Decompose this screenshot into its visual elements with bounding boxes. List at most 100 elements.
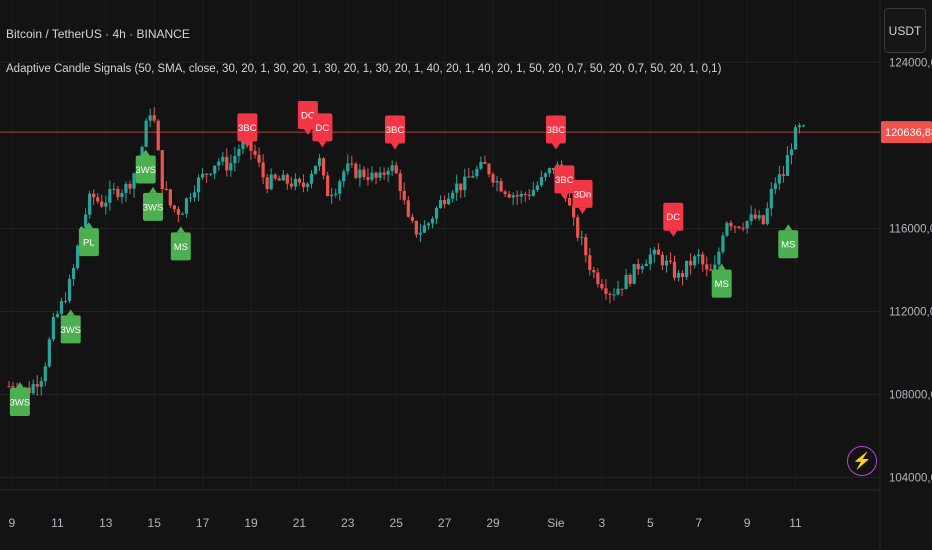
candle <box>43 366 47 382</box>
sell-signal-label <box>312 113 333 142</box>
x-tick-label: 19 <box>244 516 258 530</box>
candle <box>156 120 160 151</box>
candle <box>733 226 737 228</box>
candle <box>721 235 725 252</box>
candle <box>414 220 418 235</box>
candle <box>128 183 132 189</box>
candle <box>592 270 596 273</box>
candle <box>172 205 176 210</box>
x-tick-label: 21 <box>293 516 307 530</box>
candle <box>713 264 717 271</box>
candle <box>608 293 612 295</box>
candle <box>745 220 749 229</box>
sell-signal-label <box>384 115 405 144</box>
candle <box>301 182 306 187</box>
candle <box>160 150 164 189</box>
candle <box>265 177 269 189</box>
buy-signal-label <box>78 228 99 257</box>
candle <box>184 198 189 214</box>
signal-text: 3BC <box>386 125 405 136</box>
buy-signal-label <box>142 192 163 221</box>
candle <box>652 249 656 255</box>
candle <box>297 178 301 183</box>
x-tick-label: 11 <box>51 516 64 530</box>
candle <box>402 191 406 201</box>
candle <box>132 173 136 189</box>
candle <box>527 194 531 196</box>
candle <box>217 161 221 166</box>
candle <box>422 225 427 233</box>
symbol-title: Bitcoin / TetherUS · 4h · BINANCE <box>6 27 190 41</box>
signal-text: 3BC <box>547 125 566 136</box>
candle <box>781 174 785 176</box>
candle <box>100 201 104 207</box>
signal-text: MS <box>174 242 188 253</box>
candle <box>213 165 217 174</box>
candle <box>201 173 205 178</box>
candle <box>769 188 773 209</box>
signal-text: DC <box>666 212 680 223</box>
candle <box>596 272 600 284</box>
candle <box>390 165 394 171</box>
candle <box>188 197 193 199</box>
candle <box>701 254 705 265</box>
candle <box>689 260 693 266</box>
candle <box>588 255 592 271</box>
signal-pointer <box>303 128 312 135</box>
x-tick-label: 15 <box>148 516 162 530</box>
candle <box>112 188 116 190</box>
signal-pointer <box>148 186 157 193</box>
candle <box>426 223 431 226</box>
signal-text: 3WS <box>60 325 81 336</box>
candle <box>523 193 527 195</box>
candle <box>180 213 185 215</box>
candle <box>511 195 515 198</box>
y-tick-label: 108000,00 <box>889 389 932 401</box>
y-tick-label: 104000,00 <box>889 473 932 485</box>
candle <box>789 149 794 156</box>
candle <box>576 217 580 238</box>
candle <box>664 260 669 266</box>
candle <box>604 288 608 294</box>
buy-signal-label <box>170 232 191 261</box>
candle <box>535 185 539 190</box>
candle <box>164 188 168 190</box>
candle <box>322 158 326 176</box>
candle <box>326 175 330 197</box>
candle <box>503 191 507 195</box>
candle <box>495 181 499 183</box>
indicator-legend[interactable]: Adaptive Candle Signals (50, SMA, close,… <box>6 63 722 75</box>
y-tick-label: 124000,00 <box>889 57 932 69</box>
signal-pointer <box>551 143 560 150</box>
candle <box>209 173 213 175</box>
candle <box>640 266 644 270</box>
buy-signal-label <box>60 315 81 344</box>
buy-signal-label <box>778 230 799 259</box>
x-tick-label: 9 <box>744 516 751 530</box>
currency-button[interactable]: USDT <box>884 8 926 53</box>
lightning-bolt-icon[interactable]: ⚡ <box>847 446 877 476</box>
candle <box>108 189 112 203</box>
x-tick-label: 5 <box>647 516 654 530</box>
candle <box>475 168 479 177</box>
signal-text: MS <box>781 240 795 251</box>
signal-pointer <box>141 149 150 156</box>
candle <box>580 237 584 239</box>
signal-pointer <box>578 207 587 214</box>
signal-pointer <box>243 141 252 148</box>
candle <box>152 115 156 121</box>
candle <box>644 263 648 267</box>
x-tick-label: Sie <box>547 516 565 530</box>
last-price-tag <box>881 121 932 144</box>
candle <box>354 163 358 178</box>
candle <box>192 192 197 198</box>
candle <box>237 149 241 157</box>
signal-pointer <box>318 141 327 148</box>
candle <box>55 313 59 318</box>
signal-text: 3BC <box>238 123 257 134</box>
candle <box>84 214 88 228</box>
candle <box>660 254 664 266</box>
candle <box>471 176 475 178</box>
candle <box>221 156 225 162</box>
